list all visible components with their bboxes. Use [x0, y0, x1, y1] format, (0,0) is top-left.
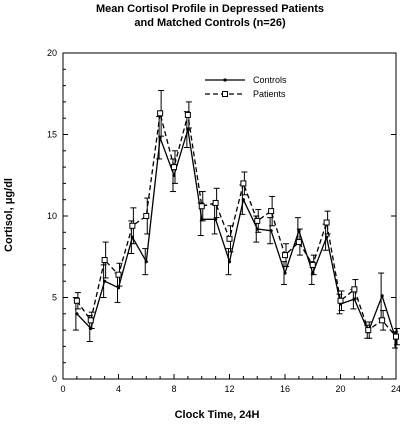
data-point-controls	[227, 260, 232, 264]
x-axis-label: Clock Time, 24H	[175, 409, 260, 421]
x-tick-label: 4	[116, 384, 121, 394]
data-point-controls	[144, 260, 148, 264]
data-point-controls	[186, 128, 190, 132]
chart-title: Mean Cortisol Profile in Depressed Patie…	[96, 3, 324, 15]
data-point-controls	[325, 235, 329, 239]
y-tick-label: 20	[47, 48, 57, 58]
y-tick-label: 15	[47, 130, 57, 140]
data-point-patients	[184, 111, 191, 118]
data-point-controls	[214, 217, 218, 221]
data-point-patients	[212, 199, 219, 206]
data-point-patients	[157, 110, 164, 117]
series-line-patients	[76, 113, 397, 338]
series-line-controls	[76, 129, 397, 341]
legend-label-controls: Controls	[253, 75, 287, 85]
data-point-controls	[241, 198, 245, 202]
data-point-patients	[240, 180, 247, 187]
data-point-controls	[75, 312, 79, 316]
data-point-patients	[129, 222, 136, 229]
x-tick-label: 0	[60, 384, 65, 394]
data-point-patients	[254, 217, 261, 224]
data-point-patients	[143, 213, 150, 219]
data-point-patients	[351, 286, 358, 293]
data-point-patients	[226, 235, 233, 242]
data-point-patients	[171, 164, 177, 171]
legend-marker-patients	[222, 91, 228, 97]
data-point-patients	[282, 252, 288, 259]
y-tick-label: 5	[52, 293, 57, 303]
x-tick-label: 20	[335, 384, 345, 394]
data-point-patients	[379, 317, 386, 324]
plot-layer: 0 5 10 15 20 0 4 8 12 16 20 24 Controls Patients	[47, 48, 400, 394]
data-point-patients	[309, 261, 316, 268]
chart-subtitle: and Matched Controls (n=26)	[134, 17, 286, 29]
data-point-patients	[115, 271, 122, 278]
x-tick-label: 12	[224, 384, 234, 394]
data-point-patients	[73, 297, 80, 304]
data-point-patients	[87, 317, 94, 324]
data-point-controls	[158, 136, 162, 140]
data-point-controls	[380, 294, 384, 298]
data-point-controls	[103, 279, 107, 283]
y-tick-label: 10	[47, 211, 57, 221]
data-point-patients	[393, 333, 399, 340]
legend-marker-controls	[223, 78, 227, 82]
y-axis-label: Cortisol, μg/dl	[3, 178, 15, 252]
data-point-patients	[198, 203, 205, 210]
x-tick-label: 24	[391, 384, 400, 394]
data-point-patients	[101, 257, 108, 264]
data-point-controls	[283, 271, 287, 275]
data-point-patients	[337, 297, 344, 304]
data-point-patients	[295, 239, 302, 246]
legend-label-patients: Patients	[253, 89, 286, 99]
x-tick-label: 8	[171, 384, 176, 394]
data-point-patients	[323, 219, 330, 226]
data-point-controls	[116, 286, 121, 290]
y-tick-label: 0	[52, 374, 57, 384]
plot-frame	[62, 52, 397, 380]
data-point-controls	[269, 229, 273, 233]
data-point-patients	[365, 327, 372, 334]
data-point-patients	[268, 208, 275, 215]
x-tick-label: 16	[280, 384, 290, 394]
